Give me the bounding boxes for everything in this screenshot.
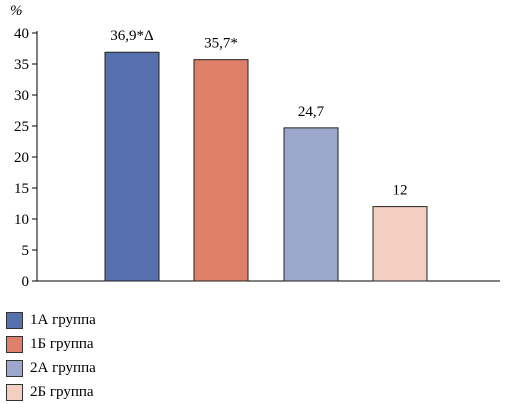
y-tick-label: 10 (14, 212, 29, 228)
data-label: 35,7* (204, 36, 238, 52)
y-tick-label: 40 (14, 26, 29, 42)
legend-label: 1Б группа (30, 335, 94, 352)
legend-swatch (6, 335, 23, 353)
y-tick-label: 5 (22, 243, 30, 259)
legend-label: 1А группа (30, 311, 96, 328)
legend-swatch (6, 359, 23, 377)
bar (193, 59, 249, 282)
legend-item: 2А группа (6, 356, 96, 380)
y-tick-label: 35 (14, 57, 29, 73)
data-label: 24,7 (298, 104, 325, 120)
y-tick-label: 0 (22, 274, 30, 290)
y-unit-label: % (10, 3, 23, 19)
legend-label: 2А группа (30, 359, 96, 376)
y-tick-label: 25 (14, 119, 29, 135)
legend-swatch (6, 311, 23, 329)
bar-chart: % 0 5 10 15 20 25 30 35 40 36,9*Δ 35,7* 24,7 12 (10, 3, 500, 290)
legend-label: 2Б группа (30, 383, 94, 400)
bar (372, 206, 428, 282)
legend-item: 2Б группа (6, 380, 96, 404)
data-label: 36,9*Δ (110, 28, 154, 44)
y-tick-label: 15 (14, 181, 29, 197)
y-tick-label: 30 (14, 88, 29, 104)
legend-item: 1А группа (6, 308, 96, 332)
data-label: 12 (393, 183, 408, 199)
y-tick-label: 20 (14, 150, 29, 166)
legend-swatch (6, 383, 23, 401)
legend: 1А группа 1Б группа 2А группа 2Б группа (6, 308, 96, 404)
bar (283, 127, 339, 282)
bar (104, 51, 160, 282)
legend-item: 1Б группа (6, 332, 96, 356)
